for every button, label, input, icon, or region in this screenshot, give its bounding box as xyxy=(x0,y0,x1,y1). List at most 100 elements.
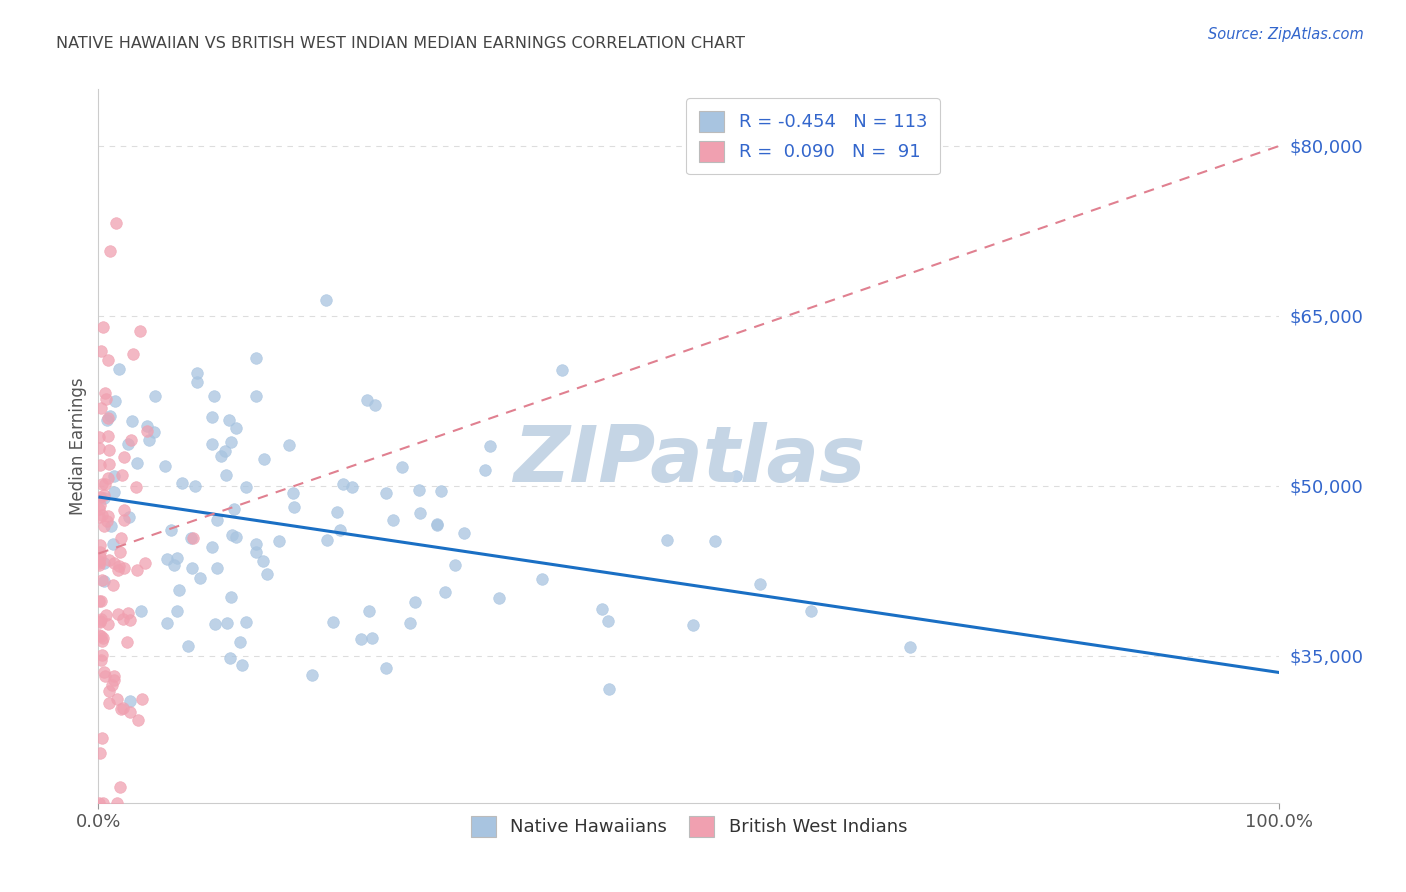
Point xyxy=(87,796,110,810)
Point xyxy=(90,594,112,608)
Point xyxy=(278,437,301,451)
Point xyxy=(125,456,148,470)
Point xyxy=(111,467,134,482)
Point xyxy=(138,434,160,448)
Point xyxy=(108,559,131,574)
Point xyxy=(530,572,553,586)
Point xyxy=(219,434,242,449)
Point xyxy=(94,476,117,491)
Point xyxy=(201,410,224,425)
Point xyxy=(145,389,167,403)
Point xyxy=(89,549,111,564)
Point xyxy=(107,563,129,577)
Point xyxy=(93,669,115,683)
Point xyxy=(87,441,110,455)
Point xyxy=(269,533,291,548)
Point xyxy=(91,634,114,648)
Point xyxy=(97,508,120,523)
Point xyxy=(104,394,127,409)
Point xyxy=(110,702,132,716)
Point xyxy=(91,320,114,334)
Point xyxy=(103,484,125,499)
Point xyxy=(90,508,112,522)
Point xyxy=(91,648,114,663)
Point xyxy=(201,437,224,451)
Point xyxy=(127,563,149,577)
Point xyxy=(404,595,426,609)
Point xyxy=(103,673,125,687)
Text: NATIVE HAWAIIAN VS BRITISH WEST INDIAN MEDIAN EARNINGS CORRELATION CHART: NATIVE HAWAIIAN VS BRITISH WEST INDIAN M… xyxy=(56,36,745,51)
Point xyxy=(97,410,120,425)
Point xyxy=(90,573,112,587)
Point xyxy=(356,393,378,408)
Point xyxy=(105,796,128,810)
Point xyxy=(156,615,179,630)
Point xyxy=(87,509,110,524)
Point xyxy=(315,293,337,308)
Point xyxy=(101,578,124,592)
Point xyxy=(93,491,115,505)
Point xyxy=(443,558,465,572)
Point xyxy=(245,537,267,551)
Point xyxy=(898,640,921,655)
Point xyxy=(283,500,305,515)
Point xyxy=(121,414,143,428)
Point xyxy=(245,545,267,559)
Point xyxy=(118,693,141,707)
Point xyxy=(430,483,453,498)
Point xyxy=(724,469,747,483)
Point xyxy=(682,618,704,632)
Point xyxy=(94,392,117,406)
Point xyxy=(90,401,112,415)
Point xyxy=(204,617,226,632)
Point xyxy=(89,538,111,552)
Point xyxy=(112,513,135,527)
Point xyxy=(96,412,118,426)
Point xyxy=(120,433,142,447)
Point xyxy=(134,556,156,570)
Point xyxy=(478,439,501,453)
Point xyxy=(93,631,115,645)
Point xyxy=(111,612,134,626)
Point xyxy=(112,560,135,574)
Point xyxy=(214,444,236,458)
Point xyxy=(245,388,267,402)
Point xyxy=(108,545,131,559)
Point xyxy=(657,533,679,548)
Point xyxy=(103,668,125,682)
Point xyxy=(89,545,111,559)
Point xyxy=(93,574,115,589)
Point xyxy=(93,665,115,679)
Point xyxy=(97,616,120,631)
Point xyxy=(110,531,132,545)
Point xyxy=(89,502,111,516)
Point xyxy=(256,567,278,582)
Point xyxy=(186,366,208,380)
Point xyxy=(125,480,148,494)
Point xyxy=(118,509,141,524)
Point xyxy=(221,528,243,542)
Point xyxy=(93,557,115,571)
Point xyxy=(215,615,238,630)
Point xyxy=(108,361,131,376)
Point xyxy=(98,457,121,471)
Point xyxy=(90,731,112,746)
Point xyxy=(129,324,152,338)
Point xyxy=(245,351,267,366)
Point xyxy=(591,602,613,616)
Point xyxy=(117,437,139,451)
Point xyxy=(340,480,363,494)
Point xyxy=(97,352,120,367)
Point xyxy=(143,425,166,439)
Point xyxy=(350,632,373,646)
Point xyxy=(374,661,396,675)
Point xyxy=(97,429,120,443)
Point xyxy=(360,631,382,645)
Text: ZIPatlas: ZIPatlas xyxy=(513,422,865,499)
Point xyxy=(127,713,149,727)
Point xyxy=(97,696,120,710)
Point xyxy=(89,491,111,505)
Point xyxy=(87,430,110,444)
Point xyxy=(163,558,186,572)
Point xyxy=(89,614,111,628)
